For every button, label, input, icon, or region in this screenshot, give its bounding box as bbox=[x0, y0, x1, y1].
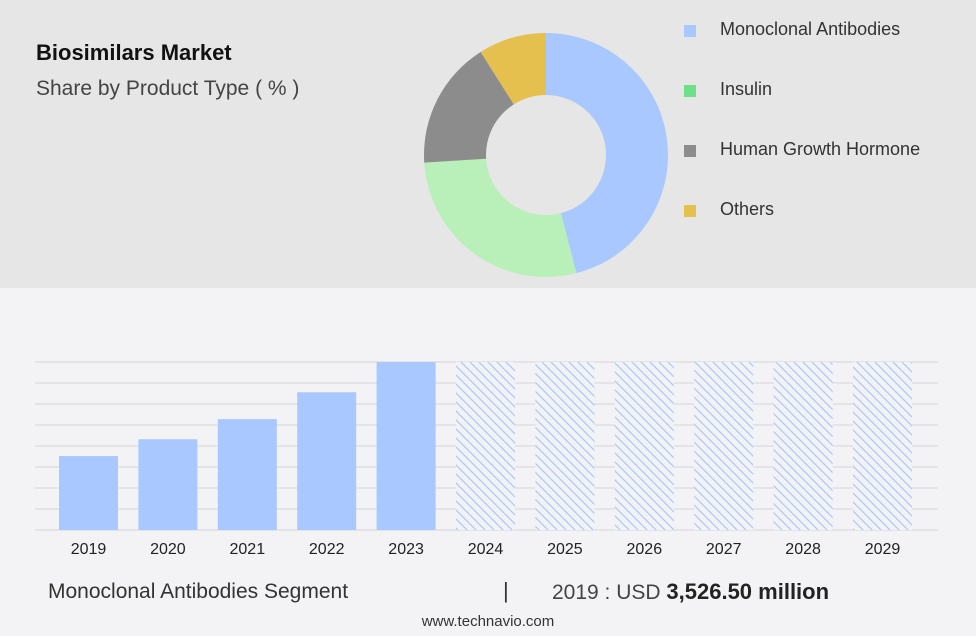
x-tick-label-2029: 2029 bbox=[865, 541, 901, 558]
donut-slice-insulin bbox=[424, 158, 577, 277]
legend-item-insulin: Insulin bbox=[684, 80, 960, 98]
forecast-bar-2025 bbox=[535, 362, 595, 530]
website-url[interactable]: www.technavio.com bbox=[421, 613, 555, 630]
page-subtitle: Share by Product Type ( % ) bbox=[36, 77, 300, 100]
x-tick-label-2028: 2028 bbox=[785, 541, 821, 558]
bar-2022 bbox=[297, 392, 357, 530]
bar-2021 bbox=[217, 419, 277, 530]
footer-separator: | bbox=[503, 578, 509, 603]
legend-item-monoclonal-antibodies: Monoclonal Antibodies bbox=[684, 20, 960, 38]
donut-slice-monoclonal-antibodies bbox=[546, 33, 668, 274]
x-tick-label-2024: 2024 bbox=[468, 541, 504, 558]
forecast-bar-2024 bbox=[456, 362, 515, 530]
legend-item-human-growth-hormone: Human Growth Hormone bbox=[684, 140, 960, 158]
x-tick-label-2027: 2027 bbox=[706, 541, 742, 558]
footer-value: 2019 : USD 3,526.50 million bbox=[552, 579, 829, 605]
bar-2020 bbox=[138, 439, 198, 530]
footer-value-amount: 3,526.50 million bbox=[666, 579, 830, 604]
legend-label: Insulin bbox=[720, 79, 773, 99]
x-tick-label-2021: 2021 bbox=[230, 541, 266, 558]
x-tick-label-2020: 2020 bbox=[150, 541, 186, 558]
footer-value-prefix: 2019 : USD bbox=[552, 581, 661, 604]
legend-label: Others bbox=[720, 199, 775, 219]
forecast-bar-2028 bbox=[773, 362, 833, 530]
x-tick-label-2025: 2025 bbox=[547, 541, 583, 558]
footer-segment: Monoclonal Antibodies Segment bbox=[48, 580, 349, 603]
legend-swatch bbox=[684, 25, 696, 37]
bar-2023 bbox=[376, 362, 436, 530]
x-tick-label-2019: 2019 bbox=[71, 541, 107, 558]
forecast-bar-2029 bbox=[853, 362, 912, 530]
legend-swatch bbox=[684, 205, 696, 217]
x-tick-label-2023: 2023 bbox=[388, 541, 424, 558]
donut-slice-others bbox=[480, 33, 546, 105]
bar-2019 bbox=[59, 456, 118, 530]
bar-chart: 2019 2020 2021 2022 2023 2024 2025 2026 2027 2028… bbox=[35, 361, 938, 558]
forecast-bar-2027 bbox=[694, 362, 754, 530]
legend-swatch bbox=[684, 85, 696, 97]
forecast-bar-2026 bbox=[614, 362, 674, 530]
donut-slice-human-growth-hormone bbox=[424, 51, 514, 163]
legend-item-others: Others bbox=[684, 200, 960, 218]
legend-swatch bbox=[684, 145, 696, 157]
x-tick-label-2022: 2022 bbox=[309, 541, 345, 558]
legend-label: Human Growth Hormone bbox=[720, 139, 921, 159]
page-title: Biosimilars Market bbox=[36, 40, 232, 65]
donut-chart bbox=[424, 33, 668, 277]
x-tick-label-2026: 2026 bbox=[627, 541, 663, 558]
legend-label: Monoclonal Antibodies bbox=[720, 19, 901, 39]
